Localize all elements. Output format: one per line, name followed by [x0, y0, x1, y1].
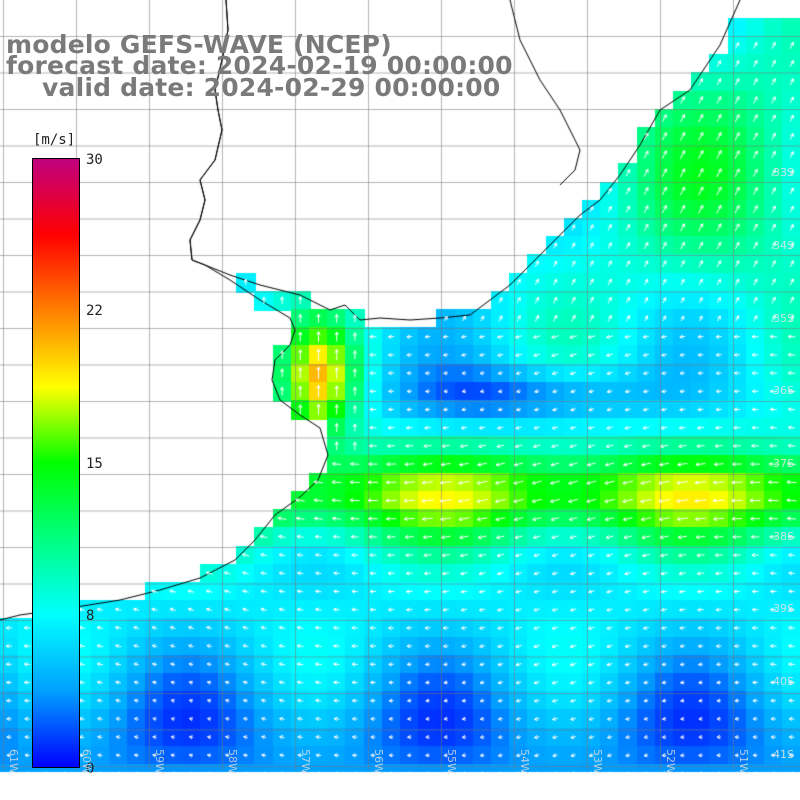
- colorbar-tick-0: 0: [86, 761, 95, 777]
- lon-label-56w: 56W: [372, 749, 385, 774]
- lon-label-61w: 61W: [7, 749, 20, 774]
- model-title: modelo GEFS-WAVE (NCEP): [6, 30, 392, 59]
- lat-label-38s: 38S: [773, 530, 794, 543]
- valid-date: valid date: 2024-02-29 00:00:00: [42, 73, 501, 102]
- lat-label-35s: 35S: [773, 312, 794, 325]
- colorbar-tick-30: 30: [86, 152, 103, 168]
- lat-label-40s: 40S: [773, 675, 794, 688]
- colorbar-unit: [m/s]: [33, 132, 76, 148]
- colorbar-tick-15: 15: [86, 456, 103, 472]
- lon-label-59w: 59W: [153, 749, 166, 774]
- lat-label-37s: 37S: [773, 457, 794, 470]
- lon-label-60w: 60W: [80, 749, 93, 774]
- lon-label-55w: 55W: [445, 749, 458, 774]
- lon-label-54w: 54W: [518, 749, 531, 774]
- forecast-date: forecast date: 2024-02-19 00:00:00: [6, 51, 513, 80]
- lat-label-36s: 36S: [773, 384, 794, 397]
- lon-label-57w: 57W: [299, 749, 312, 774]
- lat-label-33s: 33S: [773, 166, 794, 179]
- lon-label-53w: 53W: [591, 749, 604, 774]
- colorbar: [32, 158, 80, 768]
- lon-label-52w: 52W: [664, 749, 677, 774]
- lat-label-41s: 41S: [773, 748, 794, 761]
- colorbar-tick-8: 8: [86, 608, 95, 624]
- colorbar-tick-22: 22: [86, 303, 103, 319]
- lat-label-39s: 39S: [773, 602, 794, 615]
- lat-label-34s: 34S: [773, 239, 794, 252]
- lon-label-58w: 58W: [226, 749, 239, 774]
- lon-label-51w: 51W: [737, 749, 750, 774]
